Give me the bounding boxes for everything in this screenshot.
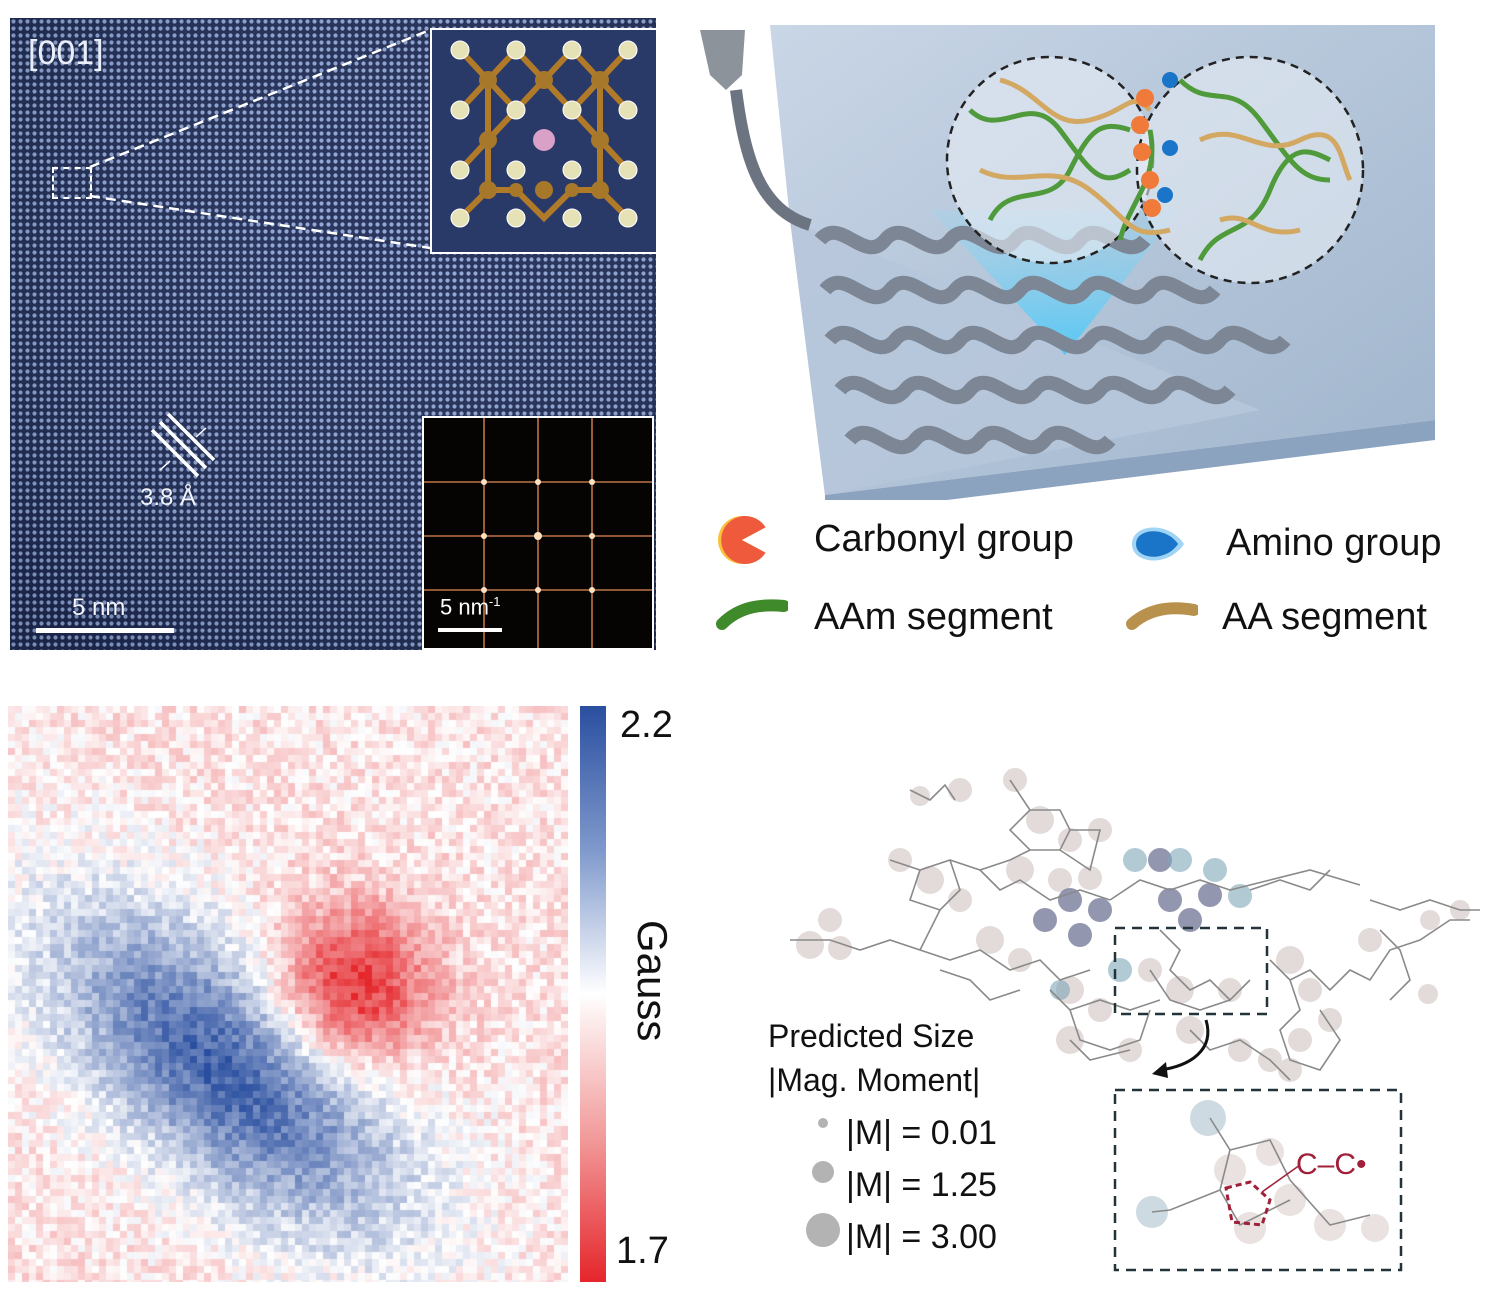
zoom-line-top: [89, 28, 431, 169]
zoom-line-bottom: [89, 194, 431, 250]
atomic-structure-inset: [430, 28, 656, 254]
molecule-moment-panel: [770, 760, 1490, 1280]
molecular-graph-svg: [790, 768, 1480, 1272]
heatmap-canvas: [8, 706, 568, 1282]
colorbar: [580, 706, 606, 1282]
fft-inset: 5 nm-1: [422, 416, 654, 650]
molecular-bonds: [790, 779, 1480, 1081]
legend-carbonyl-label: Carbonyl group: [814, 518, 1074, 560]
zoom-arrow: [1159, 1019, 1210, 1072]
size-row-3: |M| = 3.00: [846, 1218, 997, 1256]
aam-chains: [968, 78, 1332, 262]
network-circle-right: [1135, 55, 1365, 285]
center-atom: [533, 129, 555, 151]
tem-image-panel: [001] 3.8 Å 5 nm: [10, 18, 656, 650]
atomic-model-svg: [432, 30, 656, 252]
scale-bar-label: 5 nm: [72, 594, 126, 621]
aam-segment-icon: [716, 599, 788, 630]
radical-label: C–C•: [1296, 1148, 1367, 1181]
size-dot-medium: [812, 1161, 834, 1183]
printing-schematic: [700, 20, 1440, 515]
legend-aam: [716, 598, 788, 632]
size-row-1: |M| = 0.01: [846, 1114, 997, 1152]
legend-aam-label: AAm segment: [814, 596, 1053, 638]
carbonyl-icon: [718, 516, 768, 564]
region-of-interest-box: [52, 167, 92, 199]
size-dot-small: [818, 1118, 828, 1128]
legend-aa-label: AA segment: [1222, 596, 1427, 638]
colorbar-min-label: 1.7: [616, 1230, 669, 1272]
nozzle-icon: [700, 30, 745, 90]
radical-ring: [1224, 1180, 1272, 1227]
size-dot-large: [806, 1213, 840, 1247]
aa-chains: [978, 77, 1353, 236]
fft-pattern-svg: [424, 418, 652, 648]
extruded-filament: [730, 89, 812, 231]
atom-moment-circles: [796, 768, 1470, 1082]
scale-bar: [36, 628, 174, 633]
zoom-region-box: [1113, 926, 1269, 1016]
functional-group-markers: [1131, 72, 1178, 217]
zoomed-detail: [1136, 1100, 1389, 1244]
high-moment-circles: [1033, 848, 1222, 947]
legend-amino: [1128, 520, 1186, 568]
zoomed-detail-box: [1113, 1088, 1403, 1272]
lattice-spacing-marker: [150, 412, 216, 478]
mid-moment-circles: [1050, 848, 1252, 1000]
legend-carbonyl: [716, 514, 772, 566]
size-legend-title-1: Predicted Size: [768, 1018, 975, 1054]
legend-aa: [1126, 600, 1198, 634]
size-row-2: |M| = 1.25: [846, 1166, 997, 1204]
magnetic-field-heatmap: [8, 706, 568, 1282]
hydrogel-schematic-svg: [700, 25, 1435, 515]
colorbar-title: Gauss: [629, 920, 676, 1042]
colorbar-max-label: 2.2: [620, 704, 673, 746]
size-legend-title-2: |Mag. Moment|: [768, 1062, 981, 1098]
legend-amino-label: Amino group: [1226, 522, 1442, 564]
fft-scale-bar: [438, 628, 502, 632]
fft-scale-label: 5 nm-1: [440, 594, 501, 620]
amino-icon: [1132, 527, 1184, 561]
aa-segment-icon: [1126, 602, 1198, 630]
lattice-spacing-label: 3.8 Å: [140, 484, 197, 511]
zone-axis-label: [001]: [28, 34, 104, 72]
